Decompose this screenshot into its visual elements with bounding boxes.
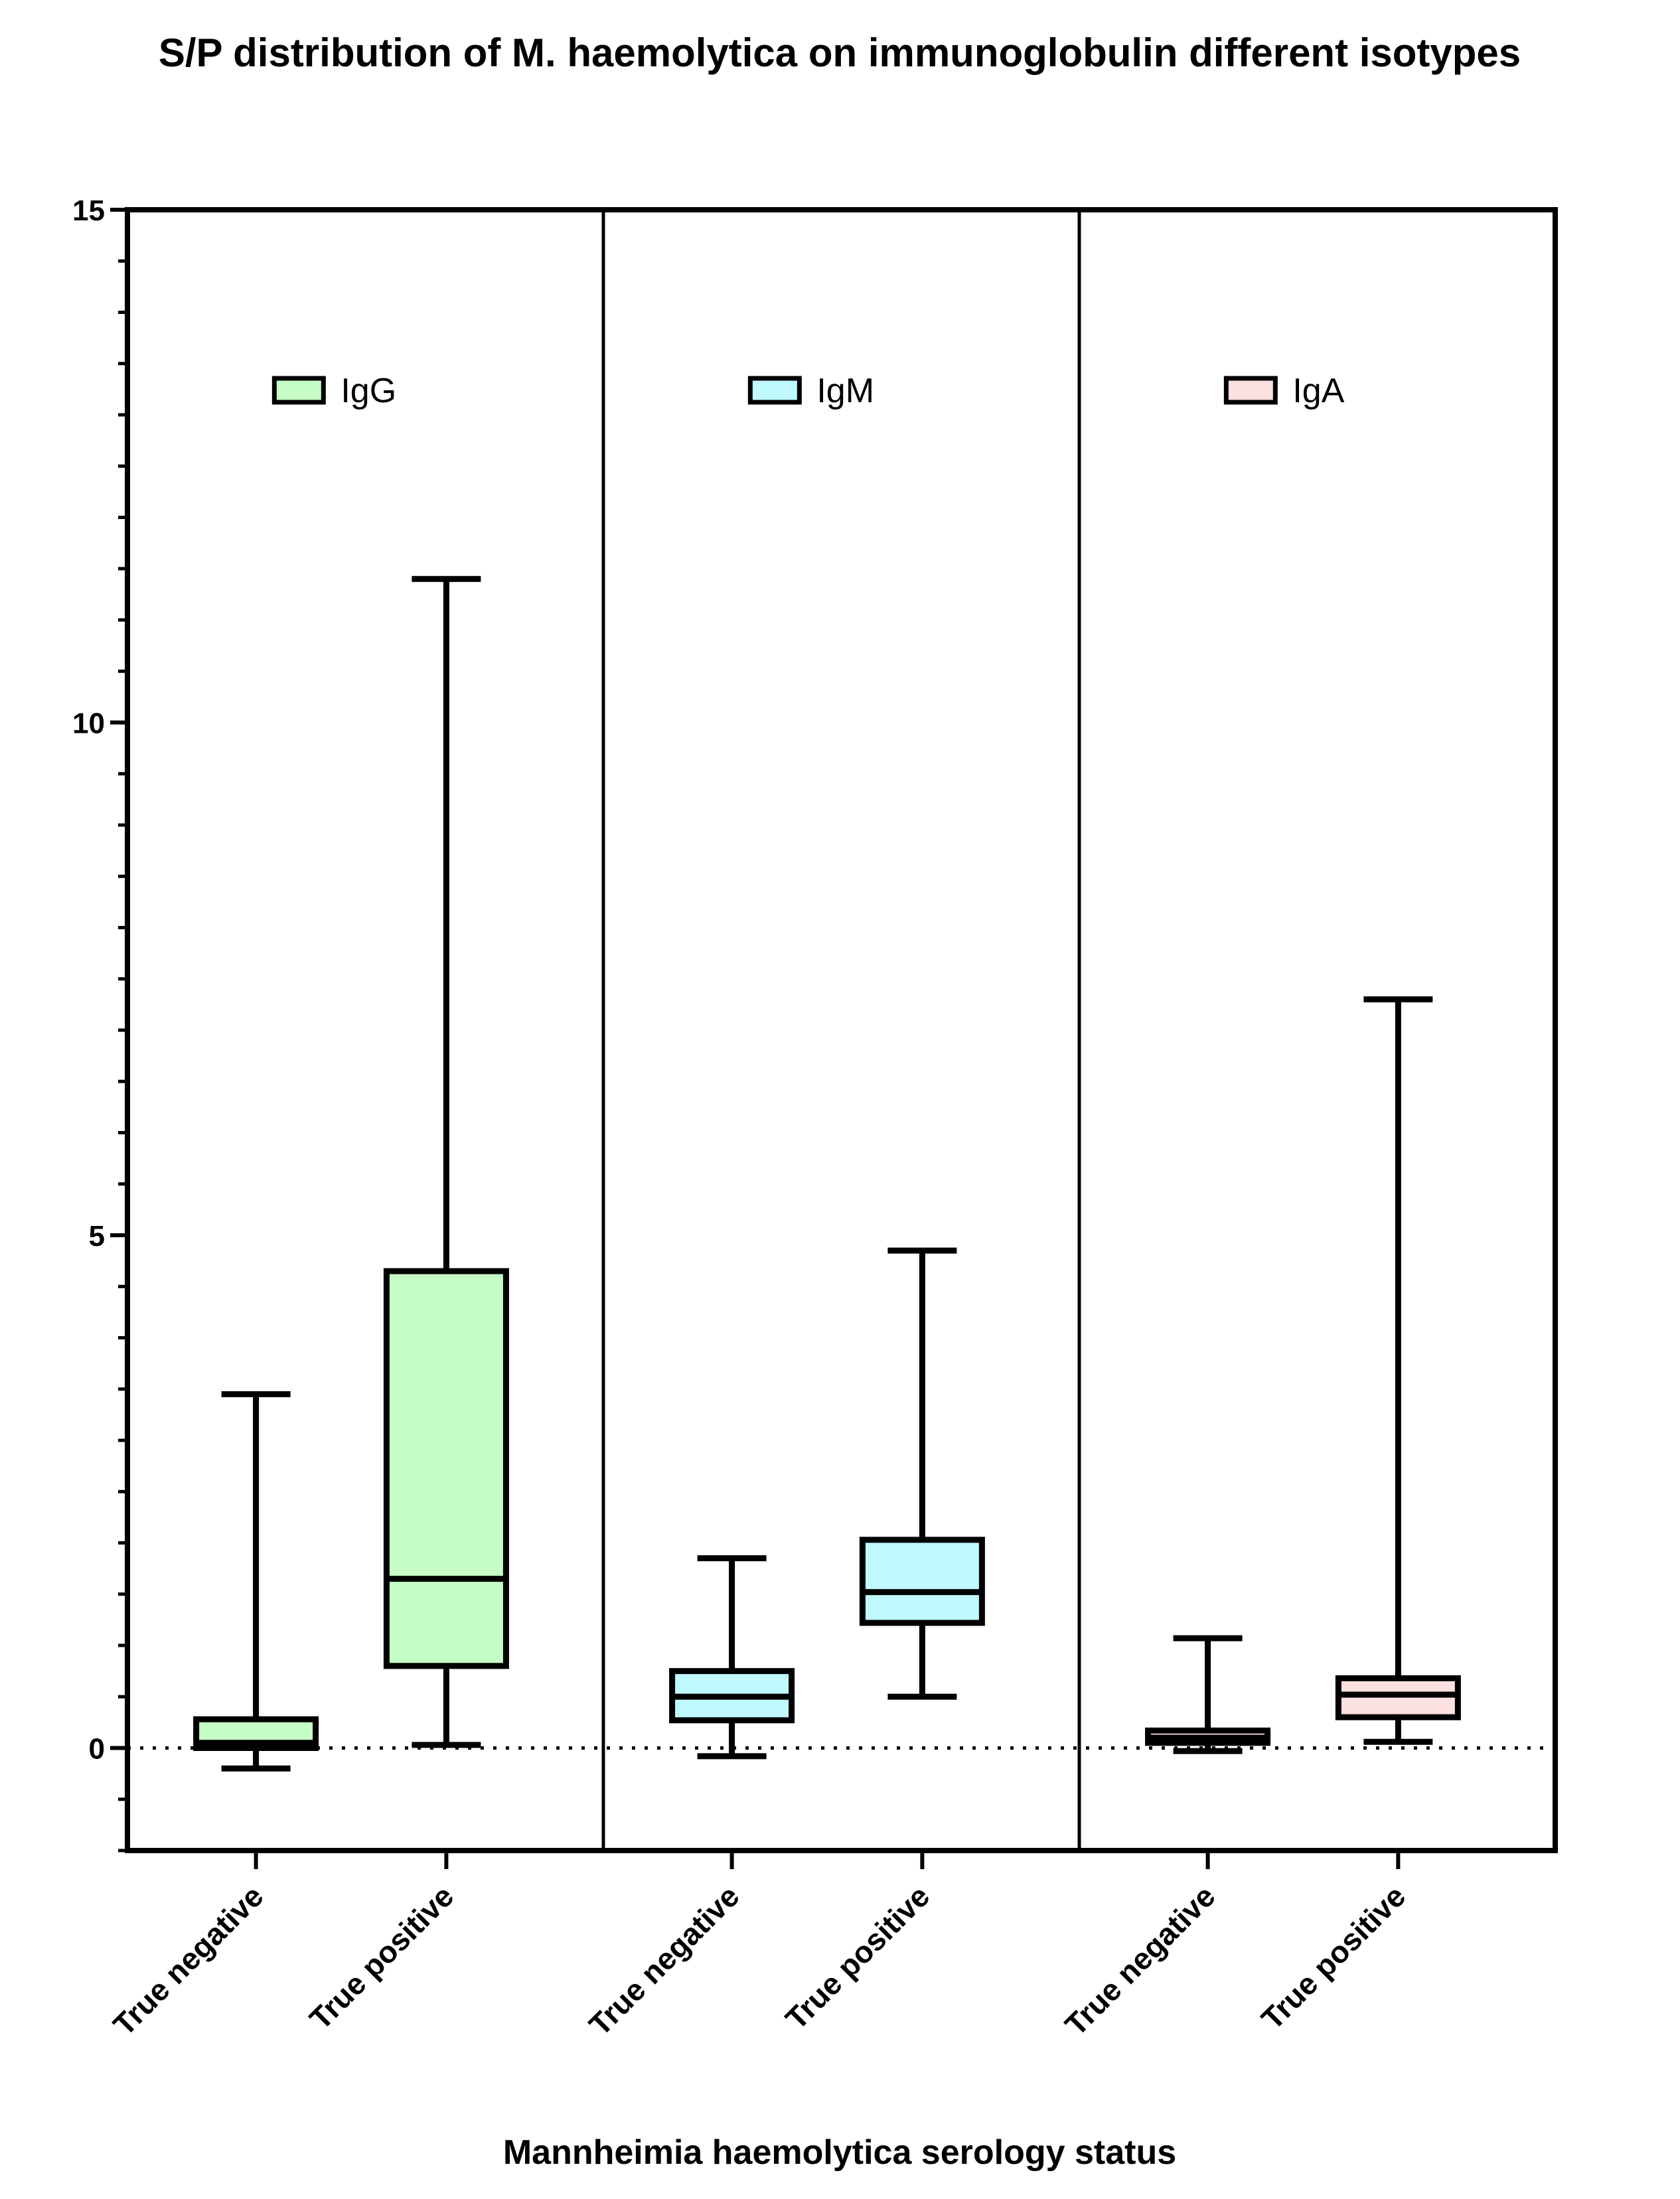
x-tick-label: True positive — [1255, 1878, 1412, 2036]
legend-swatch-igg — [271, 376, 326, 405]
x-tick-label: True negative — [106, 1878, 269, 2042]
panel-igg: IgG True negative True positive — [106, 372, 509, 2042]
panel-igm: IgM True negative True positive — [582, 372, 985, 2042]
legend-swatch-igm — [747, 376, 802, 405]
x-tick-label: True positive — [303, 1878, 460, 2036]
box-iga-true-positive: True positive — [1255, 996, 1461, 2036]
panel-iga: IgA True negative True positive — [1058, 372, 1461, 2042]
x-tick-label: True negative — [582, 1878, 745, 2042]
plot-frame — [125, 207, 1558, 1853]
box-iga-true-negative: True negative — [1058, 1635, 1271, 2042]
chart-title: S/P distribution of M. haemolytica on im… — [159, 31, 1521, 75]
box-igm-true-positive: True positive — [779, 1247, 985, 2036]
box-igm-true-negative: True negative — [582, 1555, 795, 2042]
iqr-box — [1335, 1675, 1461, 1720]
x-tick-label: True negative — [1058, 1878, 1221, 2042]
legend-label-igg: IgG — [341, 372, 396, 410]
iqr-box — [859, 1537, 985, 1626]
y-tick-label: 5 — [89, 1220, 105, 1252]
iqr-box — [383, 1268, 509, 1669]
legend-label-igm: IgM — [816, 372, 874, 410]
box-igg-true-negative: True negative — [106, 1391, 319, 2042]
legend-swatch-iga — [1223, 376, 1278, 405]
x-axis-title: Mannheimia haemolytica serology status — [503, 2133, 1176, 2172]
legend-label-iga: IgA — [1292, 372, 1344, 410]
x-tick-label: True positive — [779, 1878, 936, 2036]
y-tick-label: 15 — [72, 194, 105, 227]
y-tick-label: 0 — [89, 1733, 105, 1766]
y-tick-label: 10 — [72, 708, 105, 740]
box-igg-true-positive: True positive — [303, 575, 509, 2036]
